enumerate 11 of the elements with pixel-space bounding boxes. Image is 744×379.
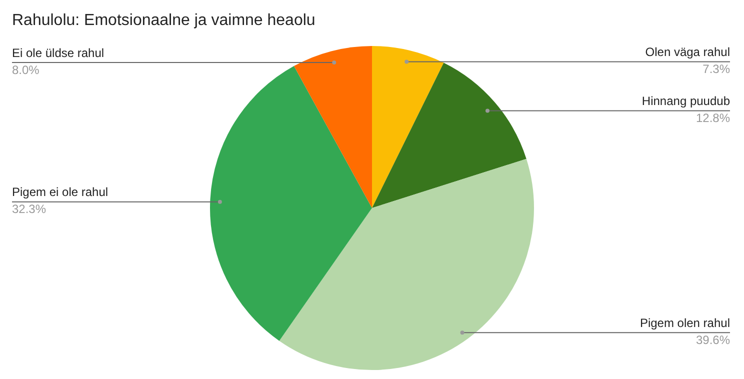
data-label: 12.8% bbox=[696, 111, 730, 126]
chart-title: Rahulolu: Emotsionaalne ja vaimne heaolu bbox=[12, 12, 316, 30]
slice-label: Ei ole üldse rahul bbox=[12, 46, 104, 60]
slice-label: Pigem olen rahul bbox=[640, 316, 730, 330]
data-label: 32.3% bbox=[12, 202, 46, 216]
slice-label: Olen väga rahul bbox=[645, 45, 730, 60]
data-label: 39.6% bbox=[696, 332, 730, 347]
slice-label: Hinnang puudub bbox=[642, 94, 730, 108]
data-label: 7.3% bbox=[702, 62, 730, 76]
data-label: 8.0% bbox=[12, 62, 40, 77]
slice-label: Pigem ei ole rahul bbox=[12, 185, 108, 200]
